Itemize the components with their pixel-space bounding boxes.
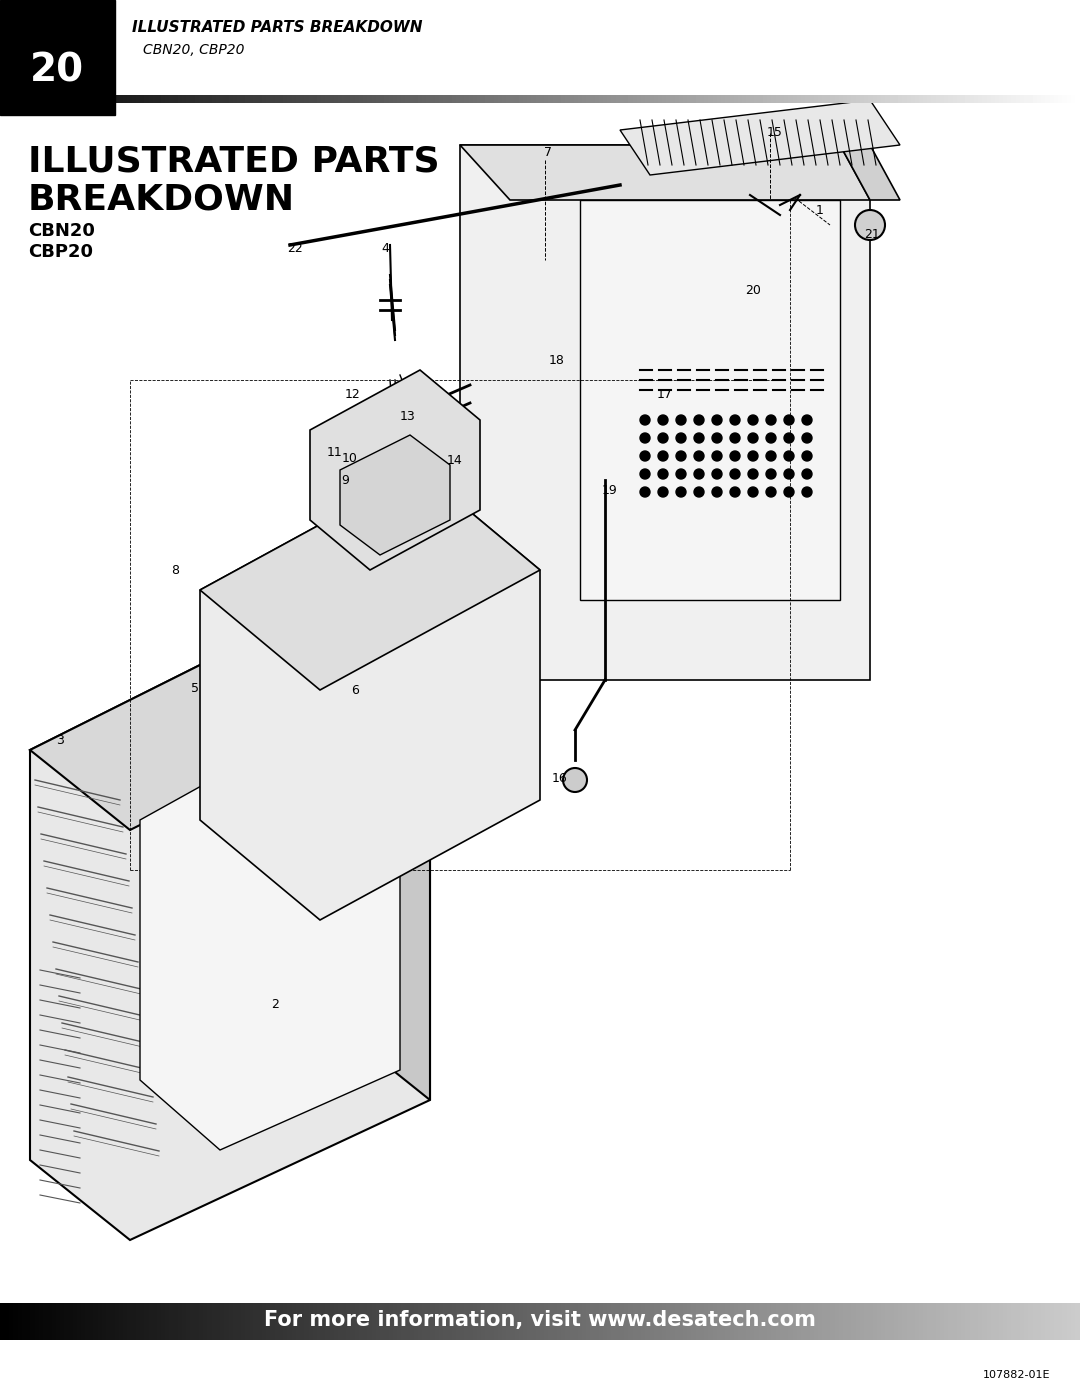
Circle shape [784,451,794,461]
Circle shape [748,488,758,497]
Polygon shape [340,434,450,555]
Polygon shape [140,719,400,1150]
Circle shape [784,488,794,497]
Circle shape [658,433,669,443]
Circle shape [784,415,794,425]
Circle shape [748,451,758,461]
Text: 9: 9 [341,474,349,486]
Circle shape [802,488,812,497]
Text: 8: 8 [171,563,179,577]
Circle shape [712,469,723,479]
Text: 16: 16 [552,771,568,785]
Text: 19: 19 [603,483,618,496]
Circle shape [563,768,588,792]
Circle shape [730,451,740,461]
Circle shape [640,451,650,461]
Circle shape [694,488,704,497]
Circle shape [694,451,704,461]
Circle shape [766,488,777,497]
Text: 17: 17 [657,388,673,401]
Circle shape [766,469,777,479]
Text: 20: 20 [30,52,84,89]
Polygon shape [200,469,540,921]
Text: CBN20: CBN20 [28,222,95,240]
Polygon shape [620,101,900,175]
Polygon shape [310,370,480,570]
Circle shape [712,415,723,425]
Circle shape [640,415,650,425]
Circle shape [730,433,740,443]
Circle shape [766,451,777,461]
Circle shape [730,415,740,425]
Circle shape [694,433,704,443]
Text: 13: 13 [400,409,416,422]
Circle shape [802,469,812,479]
Circle shape [855,210,885,240]
Polygon shape [200,469,540,690]
Circle shape [658,415,669,425]
Circle shape [694,415,704,425]
Circle shape [748,433,758,443]
Text: 3: 3 [56,733,64,746]
Text: 107882-01E: 107882-01E [983,1370,1050,1380]
Text: 11: 11 [327,447,342,460]
Circle shape [712,433,723,443]
Polygon shape [840,145,900,200]
Circle shape [658,451,669,461]
Text: 5: 5 [191,682,199,694]
Circle shape [748,469,758,479]
Text: 15: 15 [767,126,783,138]
Text: 12: 12 [346,388,361,401]
Circle shape [676,488,686,497]
Text: CBP20: CBP20 [28,243,93,261]
Polygon shape [30,599,430,1241]
Text: BREAKDOWN: BREAKDOWN [28,183,295,217]
Circle shape [784,469,794,479]
Text: 20: 20 [745,284,761,296]
Circle shape [640,433,650,443]
Circle shape [784,433,794,443]
Circle shape [766,433,777,443]
Circle shape [640,469,650,479]
Polygon shape [30,599,430,830]
Text: 14: 14 [447,454,463,467]
Circle shape [712,451,723,461]
Text: ILLUSTRATED PARTS: ILLUSTRATED PARTS [28,145,440,179]
Circle shape [730,469,740,479]
Text: 10: 10 [342,451,357,464]
Circle shape [802,451,812,461]
Circle shape [658,488,669,497]
Circle shape [640,488,650,497]
Circle shape [802,415,812,425]
Circle shape [712,488,723,497]
Text: 6: 6 [351,683,359,697]
Polygon shape [460,145,870,680]
Bar [0,0,114,115]
Text: 21: 21 [864,229,880,242]
Text: 4: 4 [381,242,389,254]
Polygon shape [330,599,430,1099]
Circle shape [766,415,777,425]
Polygon shape [460,145,870,200]
Text: CBN20, CBP20: CBN20, CBP20 [143,43,244,57]
Text: For more information, visit www.desatech.com: For more information, visit www.desatech… [265,1310,815,1330]
Circle shape [676,469,686,479]
Text: 2: 2 [271,999,279,1011]
Text: 7: 7 [544,145,552,158]
Circle shape [730,488,740,497]
Circle shape [802,433,812,443]
Text: ILLUSTRATED PARTS BREAKDOWN: ILLUSTRATED PARTS BREAKDOWN [132,21,422,35]
Text: 18: 18 [549,353,565,366]
Text: 1: 1 [816,204,824,217]
Circle shape [676,433,686,443]
Text: 22: 22 [287,242,302,254]
Circle shape [676,451,686,461]
Polygon shape [580,200,840,599]
Circle shape [748,415,758,425]
Circle shape [694,469,704,479]
Circle shape [658,469,669,479]
Circle shape [676,415,686,425]
